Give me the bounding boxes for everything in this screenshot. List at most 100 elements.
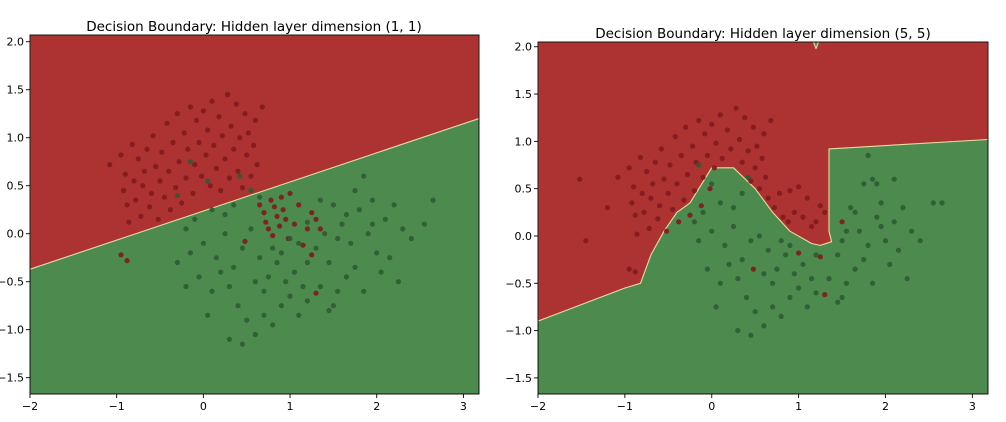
data-point-green — [174, 192, 180, 198]
data-point-green — [743, 294, 750, 301]
data-point-red — [658, 146, 665, 152]
data-point-green — [261, 312, 267, 318]
data-point-red — [787, 188, 793, 194]
data-point-red — [674, 181, 680, 187]
data-point-red — [809, 223, 815, 230]
data-point-green — [778, 238, 784, 244]
data-point-red — [242, 111, 248, 117]
data-point-red — [179, 200, 185, 206]
data-point-red — [313, 290, 319, 296]
data-point-red — [632, 269, 638, 275]
data-point-green — [730, 223, 737, 230]
data-point-green — [365, 231, 371, 237]
data-point-red — [274, 213, 280, 219]
data-point-red — [670, 206, 676, 213]
data-point-red — [768, 117, 774, 124]
data-point-green — [270, 322, 276, 328]
data-point-green — [861, 181, 867, 187]
data-point-red — [817, 254, 823, 260]
data-point-green — [265, 274, 271, 280]
data-point-green — [222, 211, 228, 218]
data-point-red — [313, 216, 319, 222]
data-point-red — [222, 156, 228, 162]
data-point-red — [252, 117, 258, 123]
data-point-green — [261, 288, 267, 294]
data-point-red — [219, 133, 225, 139]
data-point-green — [787, 242, 793, 248]
data-point-red — [268, 197, 274, 203]
data-point-red — [750, 124, 757, 130]
data-point-red — [681, 197, 687, 203]
y-tick-label: 0.0 — [7, 228, 25, 241]
data-point-red — [157, 178, 163, 184]
data-point-red — [626, 165, 632, 171]
data-point-green — [356, 207, 362, 213]
data-point-green — [900, 205, 906, 211]
data-point-green — [317, 197, 323, 203]
data-point-green — [378, 269, 384, 275]
data-point-red — [629, 200, 635, 206]
data-point-green — [343, 211, 349, 218]
data-point-red — [733, 105, 739, 111]
data-point-red — [724, 127, 731, 133]
data-point-green — [826, 276, 832, 282]
data-point-green — [209, 207, 215, 213]
data-point-green — [796, 285, 802, 291]
subplot-right: Decision Boundary: Hidden layer dimensio… — [505, 26, 989, 413]
data-point-red — [696, 117, 702, 124]
data-point-green — [300, 283, 306, 290]
data-point-red — [283, 216, 289, 222]
data-point-red — [817, 203, 823, 209]
data-point-red — [650, 181, 656, 187]
data-point-red — [155, 216, 161, 222]
data-point-red — [796, 250, 802, 256]
data-point-red — [192, 162, 198, 168]
y-tick-label: −1.5 — [505, 372, 532, 385]
data-point-red — [309, 252, 315, 258]
data-point-red — [173, 185, 179, 191]
data-point-red — [107, 162, 113, 168]
y-tick-label: 0.5 — [7, 180, 25, 193]
x-tick-label: 0 — [708, 400, 715, 413]
data-point-green — [717, 200, 724, 206]
data-point-red — [752, 165, 758, 171]
data-point-red — [226, 175, 232, 181]
data-point-green — [205, 178, 211, 184]
data-point-red — [672, 134, 678, 140]
data-point-red — [634, 231, 640, 237]
data-point-red — [296, 202, 302, 208]
data-point-green — [869, 176, 876, 182]
data-point-green — [270, 245, 276, 251]
data-point-red — [176, 159, 182, 165]
data-point-red — [791, 209, 797, 215]
data-point-green — [882, 238, 889, 244]
data-point-red — [759, 155, 765, 161]
data-point-green — [778, 313, 784, 319]
data-point-green — [761, 323, 767, 329]
data-point-green — [843, 228, 850, 234]
data-point-red — [270, 233, 276, 239]
data-point-green — [326, 259, 332, 266]
data-point-green — [748, 332, 754, 338]
data-point-red — [709, 121, 715, 127]
data-point-red — [641, 209, 647, 215]
data-point-green — [717, 280, 724, 286]
data-point-green — [878, 200, 884, 206]
data-point-green — [421, 221, 427, 227]
data-point-green — [187, 159, 193, 165]
data-point-red — [711, 165, 718, 171]
data-point-green — [745, 174, 751, 180]
data-point-green — [891, 219, 897, 225]
data-point-red — [231, 146, 237, 152]
x-tick-label: 2 — [373, 400, 380, 413]
data-point-red — [166, 168, 172, 174]
data-point-green — [930, 200, 936, 206]
data-point-green — [343, 274, 349, 280]
data-point-green — [765, 247, 771, 253]
data-point-green — [809, 276, 815, 282]
data-point-red — [167, 207, 173, 213]
decision-region-red — [30, 35, 479, 270]
data-point-green — [209, 288, 215, 294]
data-point-red — [785, 219, 791, 225]
data-point-green — [783, 252, 789, 258]
